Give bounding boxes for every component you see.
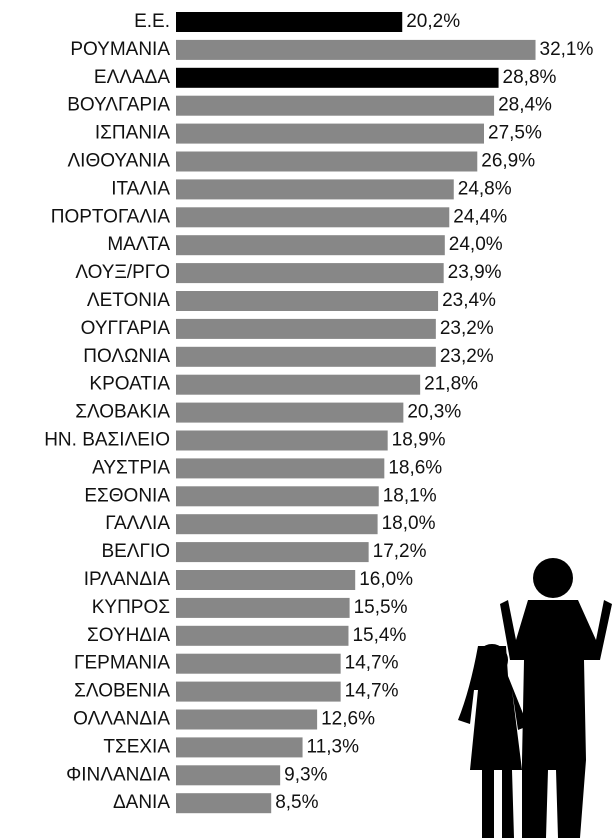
bar <box>176 179 454 199</box>
category-label: ΣΟΥΗΔΙΑ <box>87 625 170 646</box>
children-silhouette <box>458 558 612 838</box>
bar <box>176 682 341 702</box>
value-label: 21,8% <box>424 374 478 395</box>
category-label: ΓΕΡΜΑΝΙΑ <box>74 653 170 674</box>
category-label: ΟΛΛΑΝΔΙΑ <box>73 709 170 730</box>
value-label: 24,4% <box>453 206 507 227</box>
bar <box>176 96 494 116</box>
bar <box>176 263 444 283</box>
bar <box>176 152 477 172</box>
bar <box>176 737 303 757</box>
bar <box>176 542 369 562</box>
bar <box>176 12 402 32</box>
category-label: ΦΙΝΛΑΝΔΙΑ <box>66 764 170 785</box>
value-label: 32,1% <box>540 39 594 60</box>
bar <box>176 765 280 785</box>
value-label: 20,3% <box>407 402 461 423</box>
category-label: ΗΝ. ΒΑΣΙΛΕΙΟ <box>44 430 170 451</box>
bar <box>176 626 348 646</box>
category-label: ΙΡΛΑΝΔΙΑ <box>84 569 171 590</box>
category-label: ΠΟΛΩΝΙΑ <box>83 346 170 367</box>
category-label: ΕΣΘΟΝΙΑ <box>84 485 170 506</box>
value-label: 15,5% <box>354 597 408 618</box>
category-label: ΠΟΡΤΟΓΑΛΙΑ <box>51 206 171 227</box>
category-label: Ε.Ε. <box>134 11 170 32</box>
bar <box>176 486 379 506</box>
category-label: ΒΟΥΛΓΑΡΙΑ <box>67 95 170 116</box>
category-label: ΚΥΠΡΟΣ <box>92 597 170 618</box>
bar <box>176 235 445 255</box>
category-label: ΒΕΛΓΙΟ <box>101 541 170 562</box>
value-label: 27,5% <box>488 123 542 144</box>
value-label: 18,6% <box>388 457 442 478</box>
value-label: 28,8% <box>503 67 557 88</box>
category-label: ΑΥΣΤΡΙΑ <box>92 457 170 478</box>
bar <box>176 458 384 478</box>
value-label: 14,7% <box>345 681 399 702</box>
value-label: 9,3% <box>284 764 327 785</box>
value-label: 18,9% <box>392 430 446 451</box>
bar <box>176 431 388 451</box>
value-label: 18,0% <box>382 513 436 534</box>
value-label: 23,9% <box>448 262 502 283</box>
bar <box>176 40 536 60</box>
category-label: ΣΛΟΒΕΝΙΑ <box>74 681 170 702</box>
category-label: ΟΥΓΓΑΡΙΑ <box>81 318 171 339</box>
category-label: ΛΕΤΟΝΙΑ <box>87 290 170 311</box>
value-label: 23,2% <box>440 318 494 339</box>
bar <box>176 291 438 311</box>
bar <box>176 598 350 618</box>
chart: Ε.Ε. 20,2% ΡΟΥΜΑΝΙΑ 32,1% ΕΛΛΑΔΑ 28,8% ΒΟΥΛΓΑΡ… <box>0 0 614 840</box>
value-label: 12,6% <box>321 709 375 730</box>
value-label: 8,5% <box>275 792 318 813</box>
value-label: 11,3% <box>307 736 360 757</box>
bar <box>176 347 436 367</box>
category-label: ΓΑΛΛΙΑ <box>105 513 170 534</box>
category-label: ΙΤΑΛΙΑ <box>111 178 170 199</box>
category-label: ΙΣΠΑΝΙΑ <box>95 123 170 144</box>
bar <box>176 654 341 674</box>
value-label: 20,2% <box>406 11 460 32</box>
bar <box>176 375 420 395</box>
page: Ε.Ε. 20,2% ΡΟΥΜΑΝΙΑ 32,1% ΕΛΛΑΔΑ 28,8% ΒΟΥΛΓΑΡ… <box>0 0 614 840</box>
bar <box>176 793 271 813</box>
value-label: 15,4% <box>352 625 406 646</box>
bar <box>176 570 355 590</box>
category-label: ΣΛΟΒΑΚΙΑ <box>75 402 170 423</box>
value-label: 18,1% <box>383 485 437 506</box>
value-label: 17,2% <box>373 541 427 562</box>
category-label: ΚΡΟΑΤΙΑ <box>89 374 170 395</box>
value-label: 23,4% <box>442 290 496 311</box>
bar <box>176 514 378 534</box>
value-label: 23,2% <box>440 346 494 367</box>
category-label: ΕΛΛΑΔΑ <box>94 67 170 88</box>
category-label: ΜΑΛΤΑ <box>107 234 170 255</box>
bar <box>176 403 403 423</box>
bar <box>176 124 484 144</box>
value-label: 24,0% <box>449 234 503 255</box>
category-label: ΛΟΥΞ/ΡΓΟ <box>75 262 170 283</box>
bar <box>176 207 449 227</box>
bar <box>176 710 317 730</box>
value-label: 26,9% <box>481 151 535 172</box>
category-label: ΡΟΥΜΑΝΙΑ <box>70 39 170 60</box>
category-label: ΤΣΕΧΙΑ <box>103 736 170 757</box>
category-label: ΛΙΘΟΥΑΝΙΑ <box>67 151 170 172</box>
value-label: 24,8% <box>458 178 512 199</box>
value-label: 28,4% <box>498 95 552 116</box>
bar <box>176 68 499 88</box>
value-label: 14,7% <box>345 653 399 674</box>
bar <box>176 319 436 339</box>
category-label: ΔΑΝΙΑ <box>113 792 170 813</box>
value-label: 16,0% <box>359 569 413 590</box>
